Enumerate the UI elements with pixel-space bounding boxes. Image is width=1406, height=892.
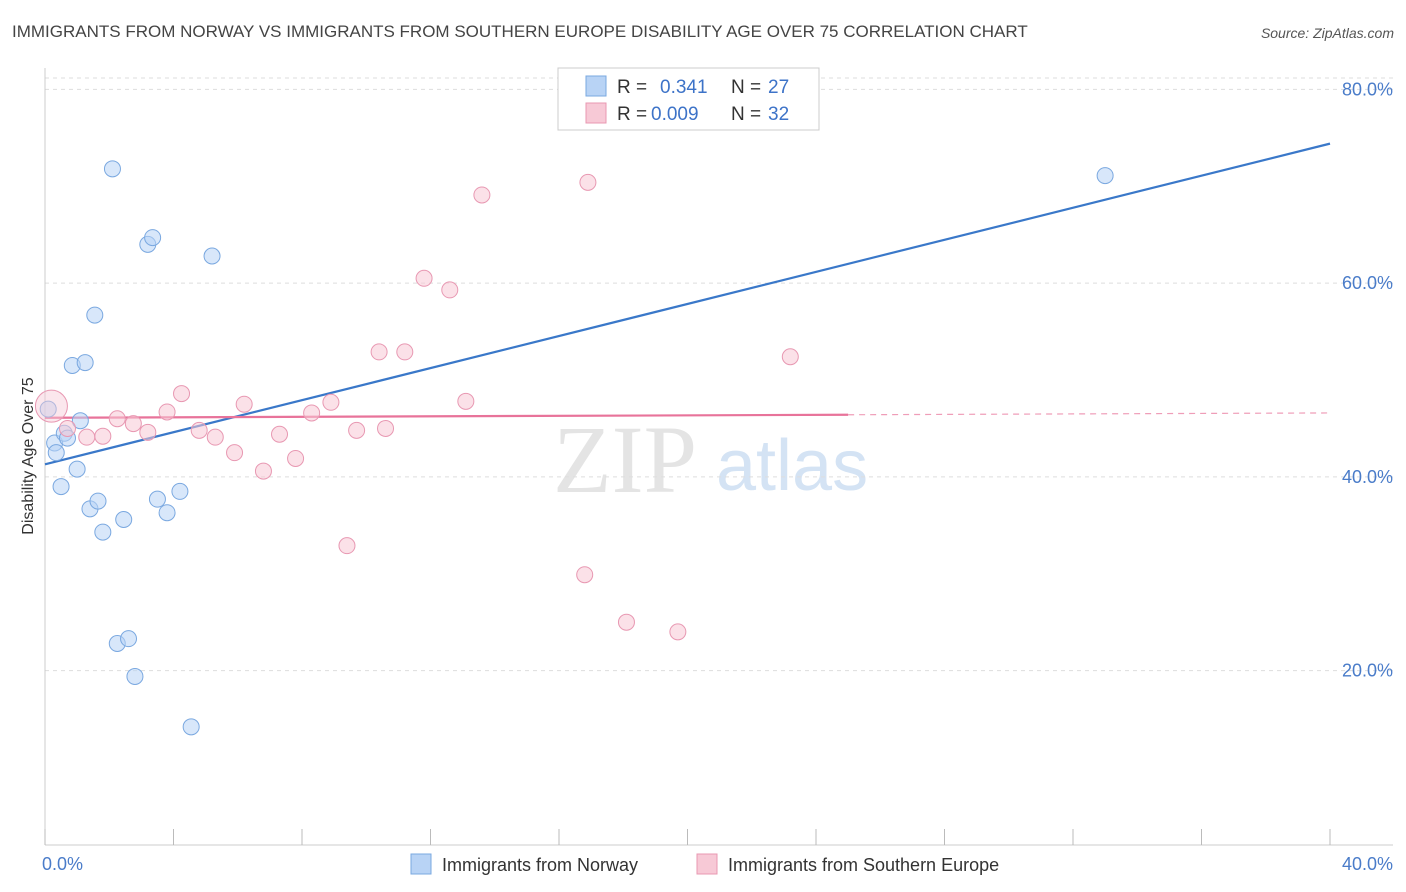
se-point — [287, 449, 305, 467]
se-point — [579, 173, 597, 191]
norway-point — [144, 229, 162, 247]
axes-layer — [44, 68, 1393, 846]
se-point — [473, 186, 491, 204]
se-point — [124, 415, 142, 433]
bottom-legend: Immigrants from Norway Immigrants from S… — [410, 853, 999, 875]
se-point — [235, 395, 253, 413]
source-label: Source: ZipAtlas.com — [1260, 25, 1394, 41]
se-point — [441, 281, 459, 299]
norway-point — [86, 306, 104, 324]
se-point — [108, 410, 126, 428]
se-point — [348, 421, 366, 439]
norway-point — [115, 511, 133, 528]
se-point — [226, 444, 244, 462]
se-point — [34, 389, 68, 423]
top-legend: R = 0.341 N = 27 R = 0.009 N = 32 — [557, 67, 820, 131]
x-tick-label: 40.0% — [1342, 854, 1393, 874]
bottom-legend-se-label: Immigrants from Southern Europe — [728, 855, 999, 875]
norway-point — [171, 482, 189, 500]
norway-point — [47, 444, 65, 462]
norway-point — [120, 630, 138, 648]
norway-point — [68, 460, 86, 478]
norway-point — [203, 247, 221, 265]
norway-point — [1096, 167, 1114, 185]
y-tick-label: 60.0% — [1342, 273, 1393, 293]
x-tick-label: 0.0% — [42, 854, 83, 874]
grid-layer — [45, 77, 1393, 672]
y-tick-label: 40.0% — [1342, 467, 1393, 487]
se-point — [415, 269, 433, 287]
se-point — [158, 403, 176, 421]
legend-norway-n-label: N = — [731, 77, 761, 98]
bottom-legend-norway-label: Immigrants from Norway — [442, 855, 638, 875]
norway-point — [94, 523, 112, 541]
points-layer — [34, 160, 1114, 736]
y-tick-label: 20.0% — [1342, 661, 1393, 681]
se-point — [139, 423, 157, 441]
legend-se-r-label: R = — [617, 104, 647, 125]
norway-point — [39, 400, 57, 418]
se-trend-line-dashed — [848, 412, 1331, 416]
se-point — [254, 462, 272, 480]
se-point — [457, 392, 475, 410]
se-point — [617, 613, 635, 631]
norway-point — [89, 492, 107, 510]
chart-title: IMMIGRANTS FROM NORWAY VS IMMIGRANTS FRO… — [12, 22, 1028, 41]
legend-se-n-value: 32 — [768, 104, 789, 125]
se-point — [271, 425, 289, 443]
norway-point — [103, 160, 121, 178]
se-point — [370, 343, 388, 361]
se-point — [206, 428, 224, 446]
watermark-atlas: atlas — [716, 426, 868, 506]
legend-se-swatch — [585, 102, 607, 124]
norway-point — [52, 478, 70, 496]
norway-point — [148, 490, 166, 508]
y-axis-title: Disability Age Over 75 — [20, 377, 37, 535]
se-point — [576, 566, 594, 584]
norway-point — [158, 504, 176, 522]
se-point — [669, 623, 687, 641]
se-trend-line — [44, 413, 849, 419]
se-point — [190, 421, 208, 439]
norway-point — [71, 412, 89, 430]
se-point — [94, 427, 112, 445]
norway-point — [76, 354, 94, 372]
se-point — [303, 404, 321, 422]
y-tick-label: 80.0% — [1342, 79, 1393, 99]
se-point — [377, 419, 395, 437]
legend-norway-r-label: R = — [617, 77, 647, 98]
se-point — [338, 537, 356, 555]
legend-se-n-label: N = — [731, 104, 761, 125]
norway-trend-line — [44, 142, 1331, 466]
legend-norway-n-value: 27 — [768, 77, 789, 98]
legend-norway-r-value: 0.341 — [660, 77, 708, 98]
se-point — [78, 428, 96, 446]
se-point — [322, 393, 340, 411]
legend-norway-swatch — [585, 75, 607, 97]
se-point — [781, 348, 799, 366]
legend-se-r-value: 0.009 — [651, 104, 699, 125]
bottom-legend-se-swatch — [696, 853, 718, 875]
trend-layer — [44, 142, 1331, 466]
labels-layer: 20.0% 40.0% 60.0% 80.0% 0.0% 40.0% — [42, 79, 1393, 874]
norway-point — [126, 667, 144, 685]
watermark-zip: ZIP — [553, 406, 697, 513]
se-point — [173, 385, 191, 403]
norway-point — [182, 718, 200, 736]
se-point — [58, 419, 76, 437]
bottom-legend-norway-swatch — [410, 853, 432, 875]
se-point — [396, 343, 414, 361]
